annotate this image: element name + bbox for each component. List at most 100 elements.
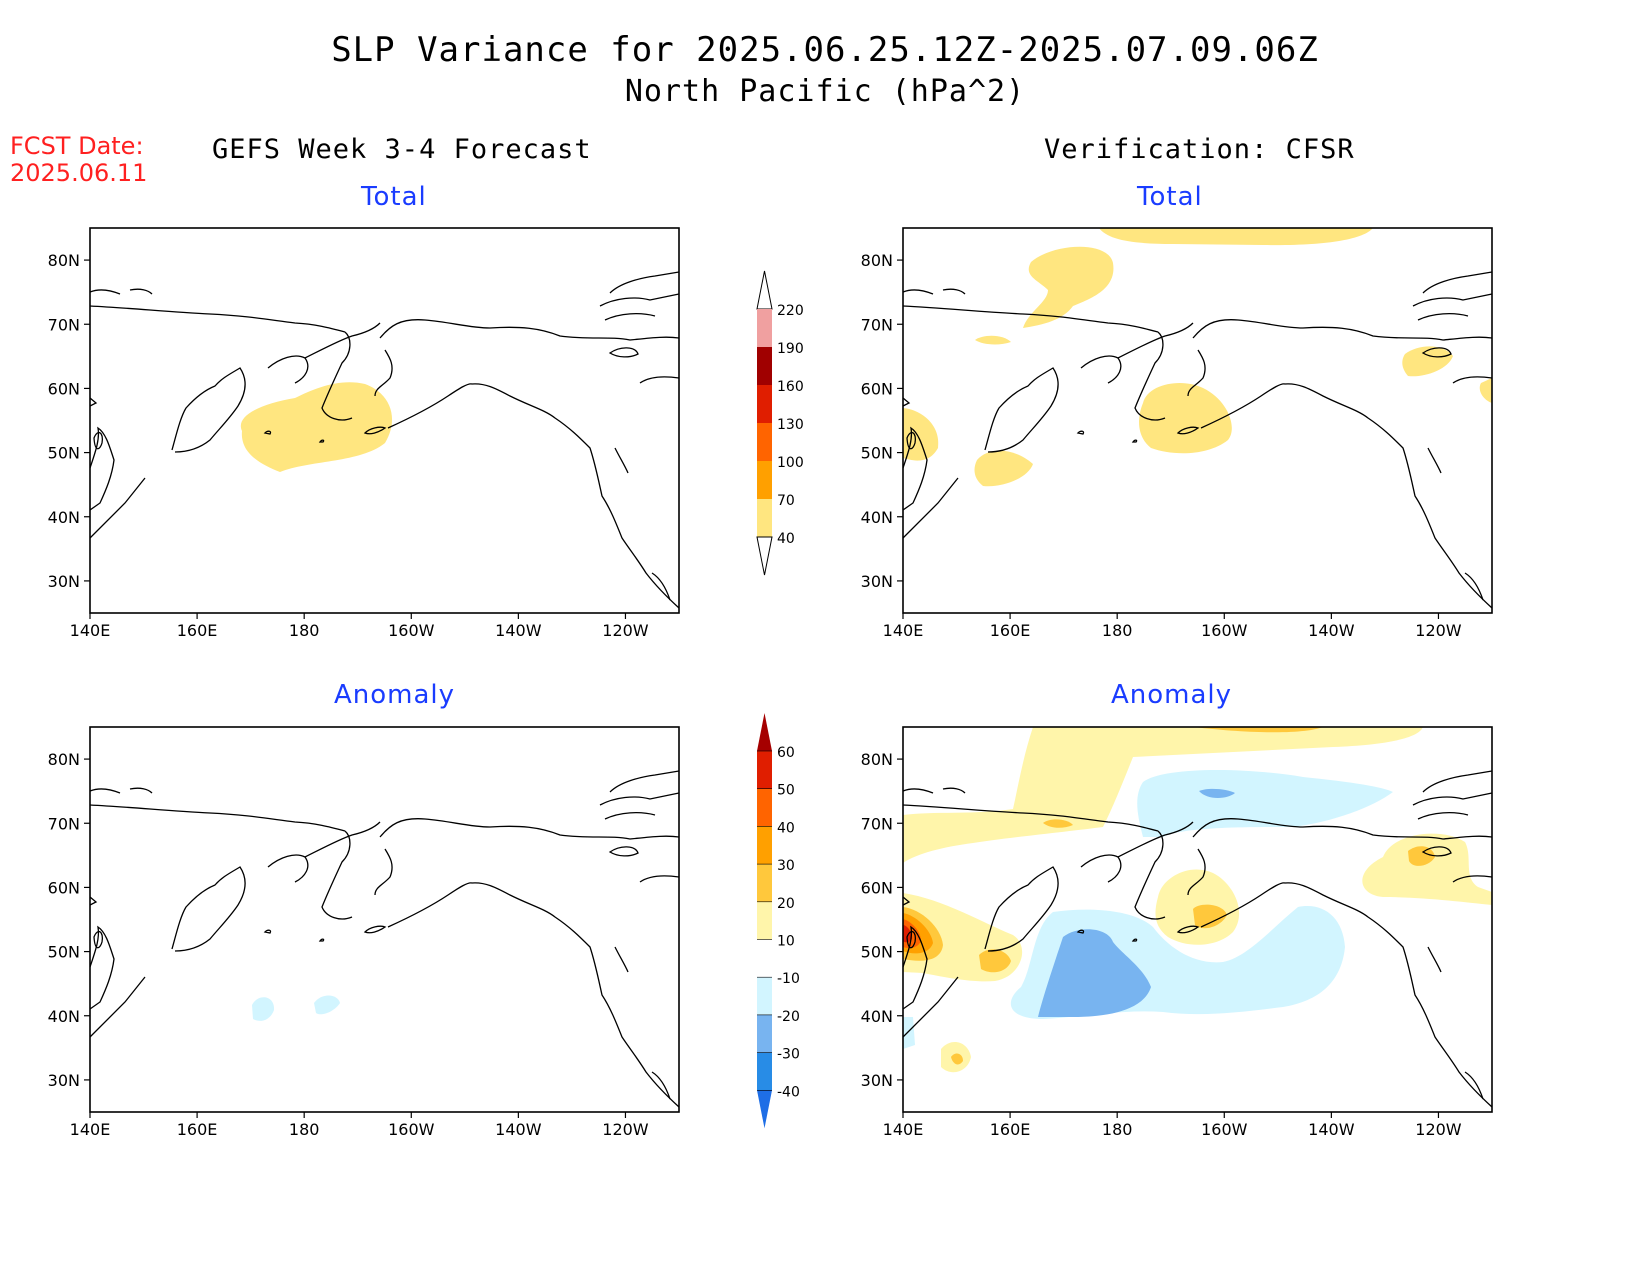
map-axes: 80N 70N 60N 50N 40N 30N 140E 160E 180 160W 140W 120…: [861, 750, 1462, 1139]
colorbar-swatch: [757, 901, 772, 940]
coastline: [1452, 875, 1493, 883]
lon-tick-label: 160W: [1201, 1120, 1248, 1139]
coastline: [93, 930, 104, 949]
lat-tick-label: 50N: [861, 943, 893, 962]
coastline: [902, 426, 928, 511]
coastline: [363, 925, 387, 934]
shade-40: [1099, 228, 1373, 246]
lon-tick-label: 180: [289, 621, 320, 640]
colorbar-anomaly: 60 50 40 30 20 10 -10 -20 -30 -40: [757, 713, 800, 1129]
coastline: [387, 383, 680, 609]
lat-tick-label: 70N: [48, 814, 80, 833]
lat-tick-label: 30N: [861, 1071, 893, 1090]
colorbar-swatch: [757, 788, 772, 827]
coastline: [1412, 792, 1493, 806]
lat-tick-label: 30N: [48, 1071, 80, 1090]
colorbar-label: 20: [777, 896, 795, 912]
coastline: [1134, 830, 1166, 920]
coastline: [267, 355, 309, 384]
coastline: [609, 770, 680, 793]
lat-tick-label: 60N: [48, 878, 80, 897]
map-axes: 80N 70N 60N 50N 40N 30N 140E 160E 180 160W 140W 120…: [48, 750, 649, 1139]
coastline: [1422, 770, 1493, 793]
lon-tick-label: 160E: [177, 1120, 218, 1139]
coastline: [902, 787, 966, 794]
lat-tick-label: 60N: [861, 878, 893, 897]
colorbar-swatch: [757, 1014, 772, 1053]
lat-tick-label: 50N: [48, 943, 80, 962]
colorbar-swatch: [757, 499, 772, 537]
colorbar-label: 40: [777, 531, 795, 547]
colorbar-label: -40: [777, 1084, 800, 1100]
coastline: [89, 925, 115, 1010]
colorbar-total: 220 190 160 130 100 70 40: [756, 270, 804, 576]
coastline: [902, 288, 966, 295]
fcst-date-label: FCST Date:: [10, 132, 144, 160]
coastline: [263, 430, 272, 435]
lat-tick-label: 30N: [48, 572, 80, 591]
coastline: [89, 426, 115, 511]
coastline: [1131, 938, 1138, 942]
colorbar-top-arrow: [756, 270, 773, 310]
lon-tick-label: 160W: [388, 1120, 435, 1139]
fcst-date-value: 2025.06.11: [10, 159, 148, 187]
colorbar-label: -20: [777, 1009, 800, 1025]
lat-tick-label: 60N: [861, 379, 893, 398]
coastline: [89, 787, 153, 794]
lon-tick-label: 180: [1102, 621, 1133, 640]
coastline: [374, 848, 393, 896]
coastline: [374, 349, 393, 397]
forecast-anomaly-title: Anomaly: [334, 680, 456, 710]
lat-tick-label: 40N: [861, 508, 893, 527]
lon-tick-label: 140W: [1308, 1120, 1355, 1139]
colorbar-label: 70: [777, 493, 795, 509]
lat-tick-label: 40N: [861, 1007, 893, 1026]
main-title: SLP Variance for 2025.06.25.12Z-2025.07.…: [331, 30, 1319, 70]
coastline: [1427, 447, 1442, 474]
colorbar-label: -30: [777, 1047, 800, 1063]
coastline: [1131, 439, 1138, 443]
main-subtitle: North Pacific (hPa^2): [624, 74, 1026, 109]
coastline: [304, 821, 381, 858]
lon-tick-label: 160E: [177, 621, 218, 640]
coastline: [318, 938, 325, 942]
colorbar-swatch: [757, 423, 772, 461]
shade-40: [1479, 378, 1492, 403]
lon-tick-label: 140E: [883, 1120, 924, 1139]
colorbar-label: 50: [777, 783, 795, 799]
coastline: [321, 830, 353, 920]
coastline: [902, 397, 911, 407]
map-frame: [89, 227, 680, 614]
colorbar-label: 160: [777, 379, 804, 395]
verification-column-title: Verification: CFSR: [1044, 134, 1355, 165]
coastline: [902, 976, 959, 1038]
lat-tick-label: 80N: [48, 251, 80, 270]
lon-tick-label: 140E: [70, 621, 111, 640]
shading: [903, 228, 1492, 487]
colorbar-label: 100: [777, 455, 804, 471]
coastline: [1417, 313, 1469, 321]
colorbar-label: 10: [777, 934, 795, 950]
colorbar-swatch: [757, 977, 772, 1015]
verification-total-title: Total: [1137, 182, 1203, 212]
colorbar-bottom-arrow: [757, 1090, 772, 1129]
colorbar-label: 220: [777, 303, 804, 319]
coastline: [1187, 848, 1206, 896]
coastline: [599, 792, 680, 806]
coastline: [1200, 882, 1493, 1108]
coastline: [651, 572, 671, 601]
coastline: [93, 431, 104, 450]
lon-tick-label: 180: [289, 1120, 320, 1139]
coastline: [609, 271, 680, 294]
lon-tick-label: 160W: [388, 621, 435, 640]
coastline: [1412, 293, 1493, 307]
forecast-anomaly-map: 80N 70N 60N 50N 40N 30N 140E 160E 180 160W 140W 120…: [48, 726, 680, 1139]
lon-tick-label: 120W: [602, 621, 649, 640]
coastline: [89, 976, 146, 1038]
colorbar-label: 40: [777, 820, 795, 836]
coastline: [639, 875, 680, 883]
coastline: [1076, 430, 1085, 435]
coastline: [1192, 319, 1493, 341]
shading: [903, 727, 1492, 1073]
colorbar-label: -10: [777, 971, 800, 987]
